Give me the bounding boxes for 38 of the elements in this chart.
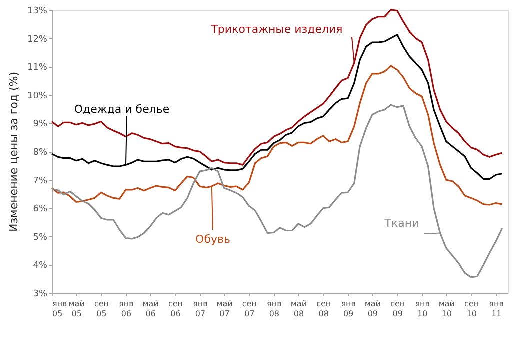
text: Обувь (196, 233, 230, 246)
y-tick-label: 13% (27, 6, 48, 16)
series-label: Трикотажные изделия (210, 23, 343, 36)
x-tick-label: май 06 (142, 300, 159, 318)
x-tick-label: сен 09 (390, 300, 406, 318)
x-tick-label: сен 10 (464, 300, 480, 318)
line-series (51, 34, 504, 180)
y-tick-label: 4% (33, 261, 48, 272)
x-tick-label: янв 06 (119, 300, 134, 318)
x-tick-label: май 07 (216, 300, 233, 318)
x-tick-label: сен 08 (316, 300, 332, 318)
x-tick-label: янв 05 (52, 300, 68, 318)
x-tick-label: янв 08 (267, 300, 282, 318)
y-tick-label: 5% (33, 232, 48, 243)
y-tick-label: 11% (27, 63, 48, 74)
x-tick-label: май 05 (68, 300, 85, 318)
x-tick-label: май 10 (438, 300, 455, 318)
x-tick-label: сен 06 (168, 300, 184, 318)
x-tick-label: сен 05 (94, 300, 110, 318)
x-tick-label: май 09 (364, 300, 381, 318)
x-tick-label: сен 07 (242, 300, 257, 318)
x-tick-label: янв 09 (341, 300, 356, 318)
y-tick-label: 9% (33, 120, 48, 130)
x-tick-label: янв 10 (415, 300, 430, 318)
text: Одежда и белье (74, 103, 170, 116)
y-tick-label: 3% (33, 290, 48, 300)
line-series (51, 9, 504, 166)
line-series (51, 104, 504, 278)
y-axis-title: Изменение цены за год (%) (7, 72, 20, 232)
y-tick-label: 10% (27, 91, 48, 102)
y-tick-label: 8% (33, 148, 48, 158)
y-tick-label: 7% (33, 176, 48, 186)
x-tick-label: май 08 (290, 300, 308, 318)
series-label: Ткани (384, 217, 420, 230)
y-tick-label: 12% (27, 34, 48, 45)
x-tick-label: янв 11 (489, 300, 504, 318)
x-tick-label: янв 07 (193, 300, 208, 318)
y-tick-label: 6% (33, 204, 48, 215)
